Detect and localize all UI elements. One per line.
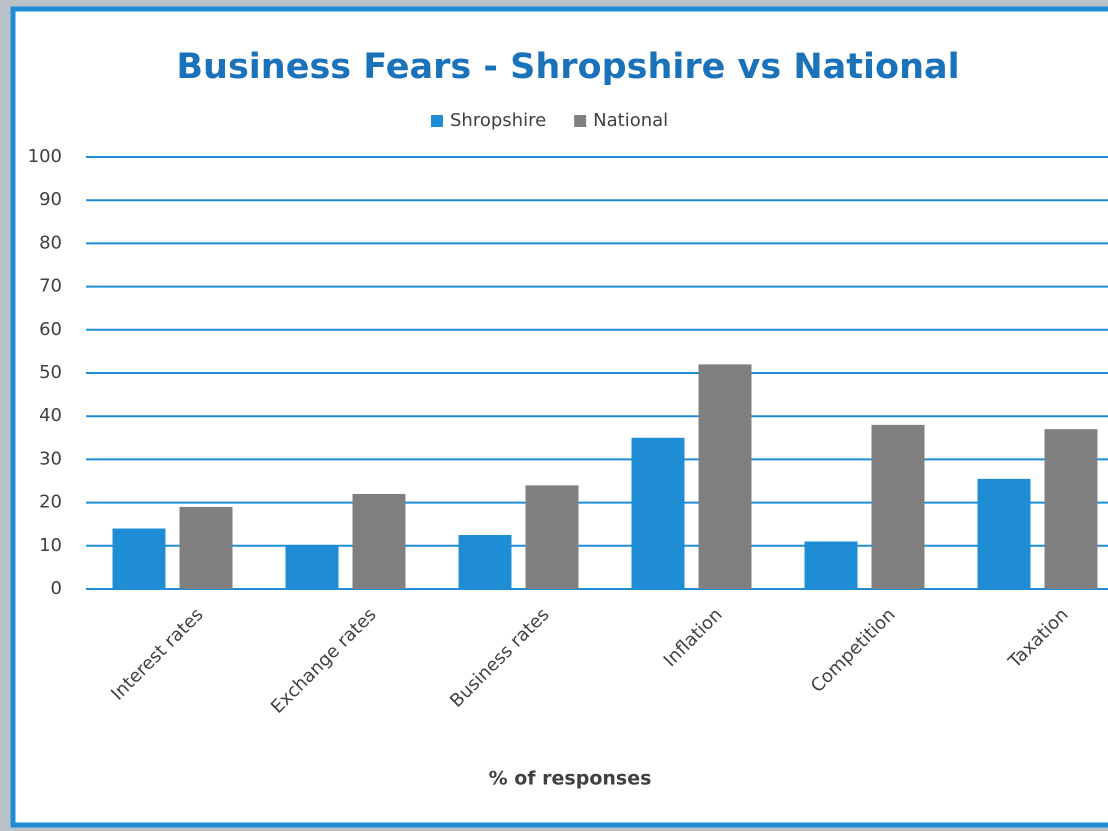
y-tick-label: 30: [39, 448, 62, 469]
chart-title: Business Fears - Shropshire vs National: [176, 47, 959, 87]
bar: [352, 493, 406, 589]
y-tick-label: 70: [39, 276, 62, 297]
bar: [977, 478, 1031, 589]
legend-swatch: [431, 115, 443, 127]
y-tick-label: 10: [39, 535, 62, 556]
x-axis-title: % of responses: [489, 768, 652, 790]
bar: [871, 424, 925, 589]
legend-label: Shropshire: [450, 110, 546, 131]
bar: [458, 535, 512, 589]
y-tick-label: 40: [39, 405, 62, 426]
legend-swatch: [574, 115, 587, 127]
bar: [179, 506, 233, 589]
legend-label: National: [593, 110, 668, 131]
y-tick-label: 60: [39, 319, 62, 340]
bar: [698, 364, 752, 589]
bar: [1044, 429, 1098, 589]
bar: [112, 528, 166, 589]
y-tick-label: 0: [51, 578, 62, 599]
y-tick-label: 50: [39, 362, 62, 383]
bar: [525, 485, 579, 589]
y-tick-label: 20: [39, 492, 62, 513]
y-tick-label: 80: [39, 232, 62, 253]
y-tick-label: 100: [28, 146, 62, 167]
y-tick-label: 90: [39, 189, 62, 210]
bar: [631, 437, 685, 589]
bar: [285, 545, 339, 589]
bar: [804, 541, 858, 589]
